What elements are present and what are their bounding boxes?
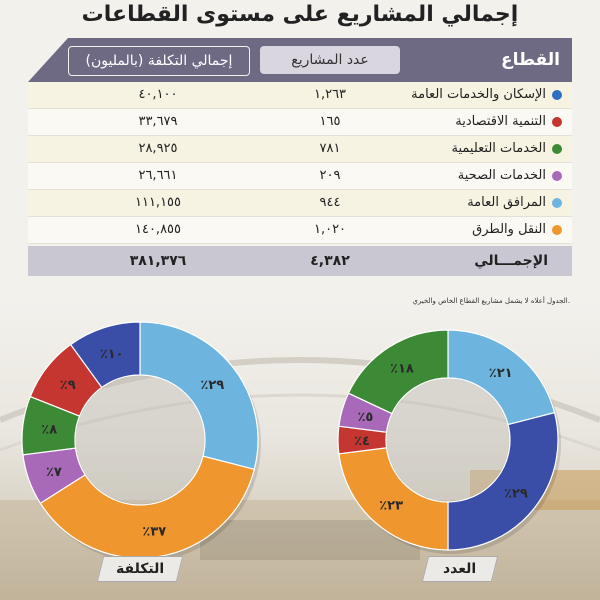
row-sector-label: النقل والطرق (472, 222, 546, 237)
count-slice-label: ٪٤ (354, 434, 370, 449)
cost-chart-label-text: التكلفة (115, 561, 165, 577)
row-cost: ٣٣,٦٧٩ (138, 114, 178, 129)
row-sector: النقل والطرق (472, 217, 562, 243)
cost-slice-label: ٪١٠ (100, 347, 124, 362)
table-header: إجمالي التكلفة (بالمليون) عدد المشاريع ا… (28, 38, 572, 82)
table-note: الجدول أعلاه لا يشمل مشاريع القطاع الخاص… (412, 297, 570, 305)
cost-slice-label: ٪٣٧ (142, 524, 166, 539)
row-cost: ٢٨,٩٢٥ (138, 141, 178, 156)
row-sector: الخدمات الصحية (458, 163, 562, 189)
sector-color-dot (552, 89, 562, 100)
cost-slice-label: ٪٨ (41, 423, 57, 438)
row-cost: ١٤٠,٨٥٥ (134, 222, 182, 237)
count-chart-label: العدد (421, 556, 499, 582)
count-donut-slice (347, 329, 449, 415)
count-chart-label-text: العدد (443, 561, 477, 577)
row-sector-label: الخدمات التعليمية (451, 141, 547, 156)
row-sector-label: التنمية الاقتصادية (455, 114, 546, 129)
count-donut-slice (338, 447, 449, 551)
cost-donut-slice (39, 455, 256, 559)
sector-color-dot (552, 197, 562, 208)
row-count: ١,٢٦٣ (313, 87, 347, 102)
row-cost: ٤٠,١٠٠ (138, 87, 178, 102)
row-cost: ٢٦,٦٦١ (138, 168, 178, 183)
row-sector: التنمية الاقتصادية (455, 109, 562, 135)
row-sector-label: الخدمات الصحية (457, 168, 546, 183)
table-body: ٤٠,١٠٠ ١,٢٦٣ الإسكان والخدمات العامة ٣٣,٦٧٩… (28, 82, 572, 244)
count-slice-label: ٪٢١ (489, 366, 513, 381)
table-row: ٣٣,٦٧٩ ١٦٥ التنمية الاقتصادية (28, 109, 572, 136)
cost-donut-slice (69, 321, 141, 389)
total-label: الإجمـــالي (474, 253, 548, 269)
row-cost: ١١١,١٥٥ (134, 195, 182, 210)
table-row: ١٤٠,٨٥٥ ١,٠٢٠ النقل والطرق (28, 217, 572, 244)
header-sector: القطاع (500, 50, 560, 70)
row-sector: الإسكان والخدمات العامة (411, 82, 562, 108)
table-row: ٢٨,٩٢٥ ٧٨١ الخدمات التعليمية (28, 136, 572, 163)
sector-color-dot (552, 224, 562, 235)
cost-slice-label: ٪٩ (60, 378, 76, 393)
row-sector: المرافق العامة (467, 190, 562, 216)
sector-color-dot (552, 143, 562, 154)
row-sector: الخدمات التعليمية (451, 136, 562, 162)
total-cost: ٣٨١,٣٧٦ (129, 253, 187, 269)
cost-chart-label: التكلفة (96, 556, 184, 582)
header-cost: إجمالي التكلفة (بالمليون) (68, 46, 250, 76)
row-count: ٢٠٩ (319, 168, 341, 183)
header-count: عدد المشاريع (260, 46, 400, 74)
row-count: ١٦٥ (319, 114, 341, 129)
sector-table: إجمالي التكلفة (بالمليون) عدد المشاريع ا… (28, 38, 572, 276)
row-count: ١,٠٢٠ (313, 222, 347, 237)
row-sector-label: المرافق العامة (467, 195, 546, 210)
count-donut-hole (387, 379, 509, 501)
count-slice-label: ٪١٨ (390, 361, 414, 376)
row-sector-label: الإسكان والخدمات العامة (411, 87, 546, 102)
count-donut-slice (447, 411, 559, 551)
count-slice-label: ٪٢٩ (504, 487, 528, 502)
cost-slice-label: ٪٢٩ (200, 378, 224, 393)
table-row: ١١١,١٥٥ ٩٤٤ المرافق العامة (28, 190, 572, 217)
table-row: ٤٠,١٠٠ ١,٢٦٣ الإسكان والخدمات العامة (28, 82, 572, 109)
row-count: ٩٤٤ (319, 195, 341, 210)
total-count: ٤,٣٨٢ (310, 253, 350, 269)
count-slice-label: ٪٥ (357, 410, 373, 425)
cost-donut-hole (76, 376, 204, 504)
count-slice-label: ٪٢٣ (379, 499, 403, 514)
cost-donut-slice (139, 321, 259, 471)
table-row: ٢٦,٦٦١ ٢٠٩ الخدمات الصحية (28, 163, 572, 190)
cost-slice-label: ٪٧ (46, 465, 62, 480)
table-total-row: ٣٨١,٣٧٦ ٤,٣٨٢ الإجمـــالي (28, 246, 572, 276)
row-count: ٧٨١ (319, 141, 341, 156)
sector-color-dot (552, 116, 562, 127)
header-notch (28, 38, 68, 82)
sector-color-dot (552, 170, 562, 181)
page-title: إجمالي المشاريع على مستوى القطاعات (81, 2, 519, 27)
